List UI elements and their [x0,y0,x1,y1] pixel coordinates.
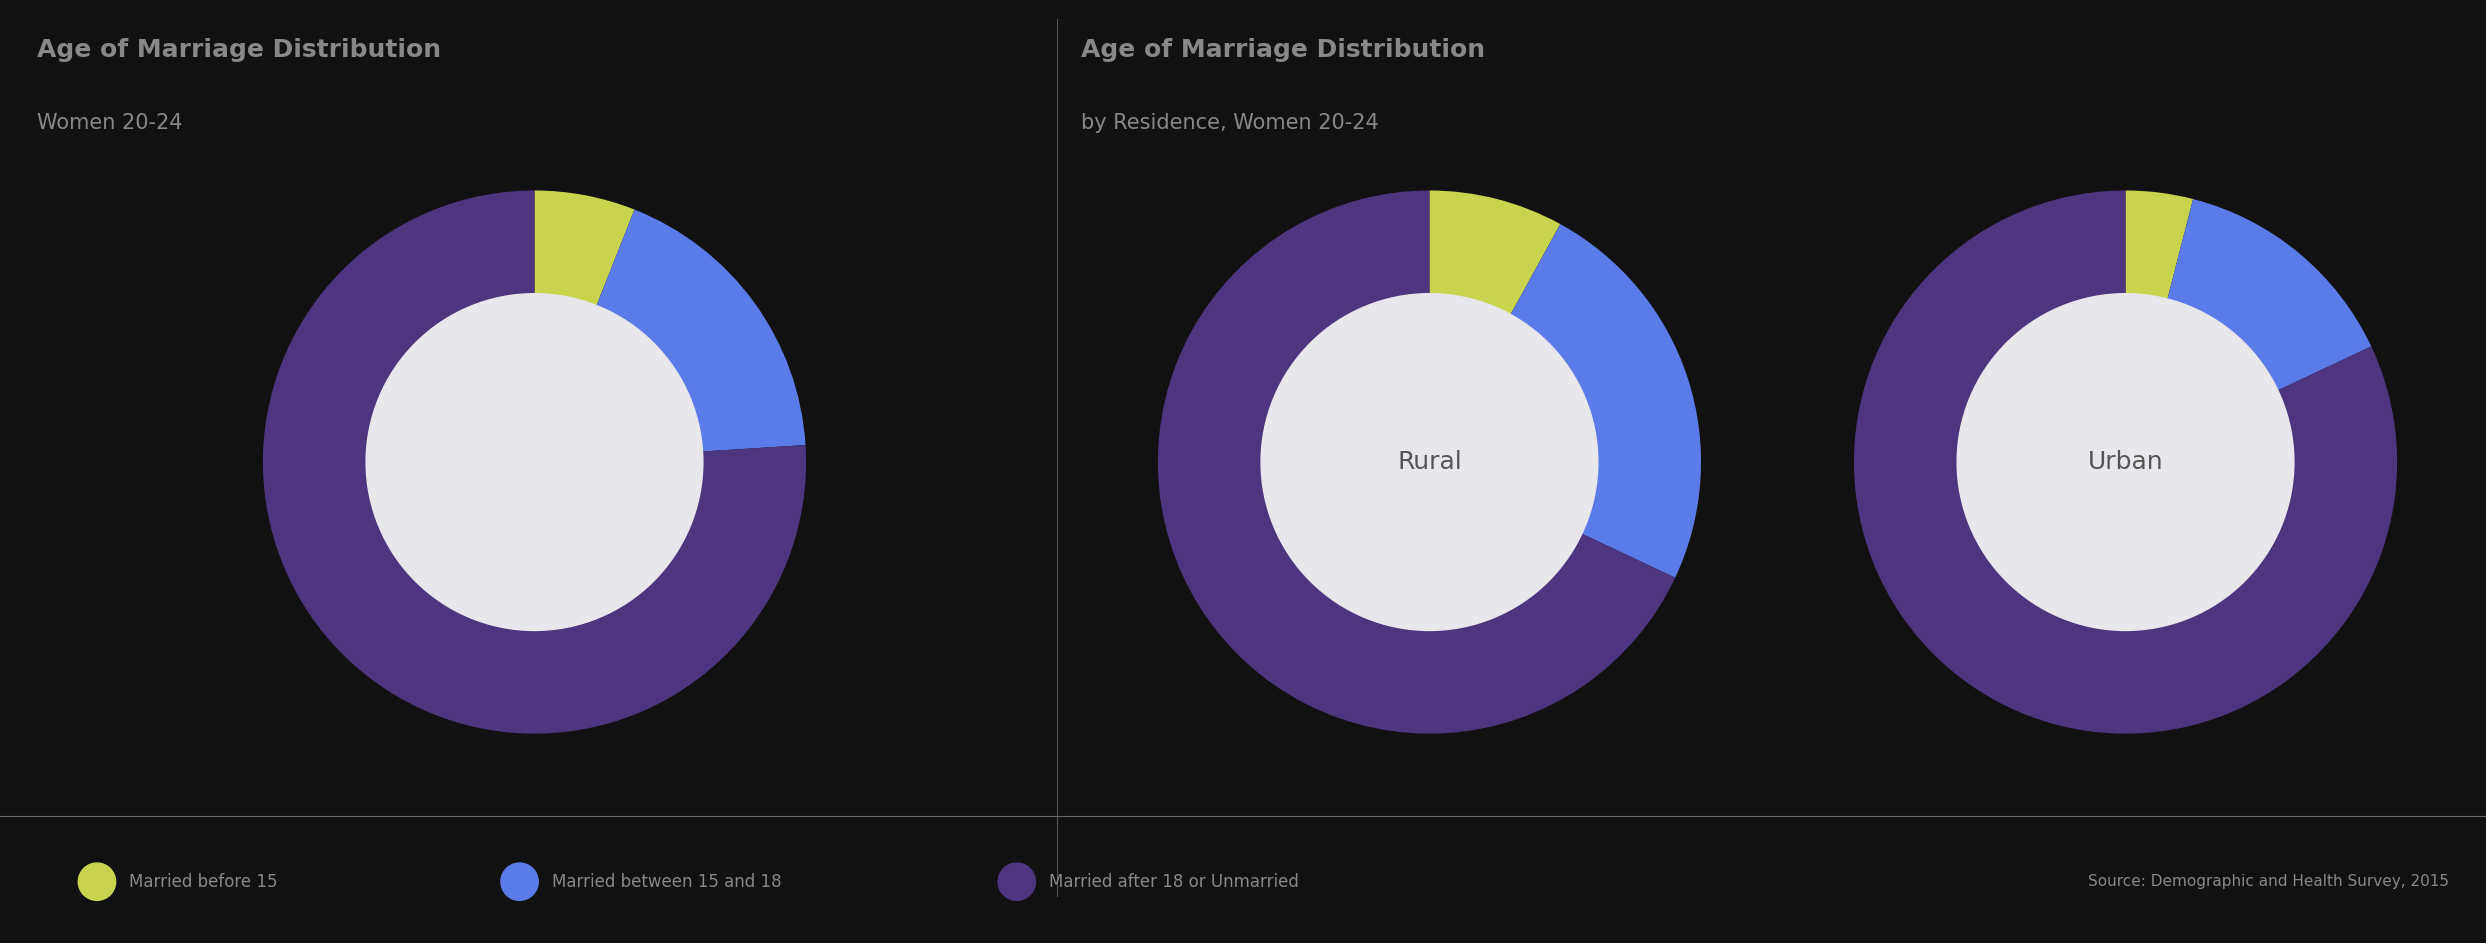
Text: Women 20-24: Women 20-24 [37,113,184,133]
Text: Married before 15: Married before 15 [129,872,278,891]
Text: Source: Demographic and Health Survey, 2015: Source: Demographic and Health Survey, 2… [2088,874,2449,889]
Text: by Residence, Women 20-24: by Residence, Women 20-24 [1081,113,1380,133]
Circle shape [500,863,539,901]
Circle shape [1956,293,2295,631]
Circle shape [365,293,704,631]
Circle shape [1260,293,1598,631]
Circle shape [77,863,117,901]
Wedge shape [264,190,805,734]
Wedge shape [534,190,634,306]
Wedge shape [2168,199,2372,390]
Text: Married between 15 and 18: Married between 15 and 18 [552,872,781,891]
Text: Urban: Urban [2088,450,2163,474]
Wedge shape [1855,190,2397,734]
Circle shape [997,863,1037,901]
Wedge shape [597,209,805,452]
Text: Rural: Rural [1397,450,1462,474]
Wedge shape [2126,190,2193,299]
Text: Age of Marriage Distribution: Age of Marriage Distribution [1081,38,1487,61]
Wedge shape [1158,190,1676,734]
Text: Married after 18 or Unmarried: Married after 18 or Unmarried [1049,872,1300,891]
Wedge shape [1511,224,1700,578]
Text: Age of Marriage Distribution: Age of Marriage Distribution [37,38,443,61]
Wedge shape [1429,190,1561,315]
